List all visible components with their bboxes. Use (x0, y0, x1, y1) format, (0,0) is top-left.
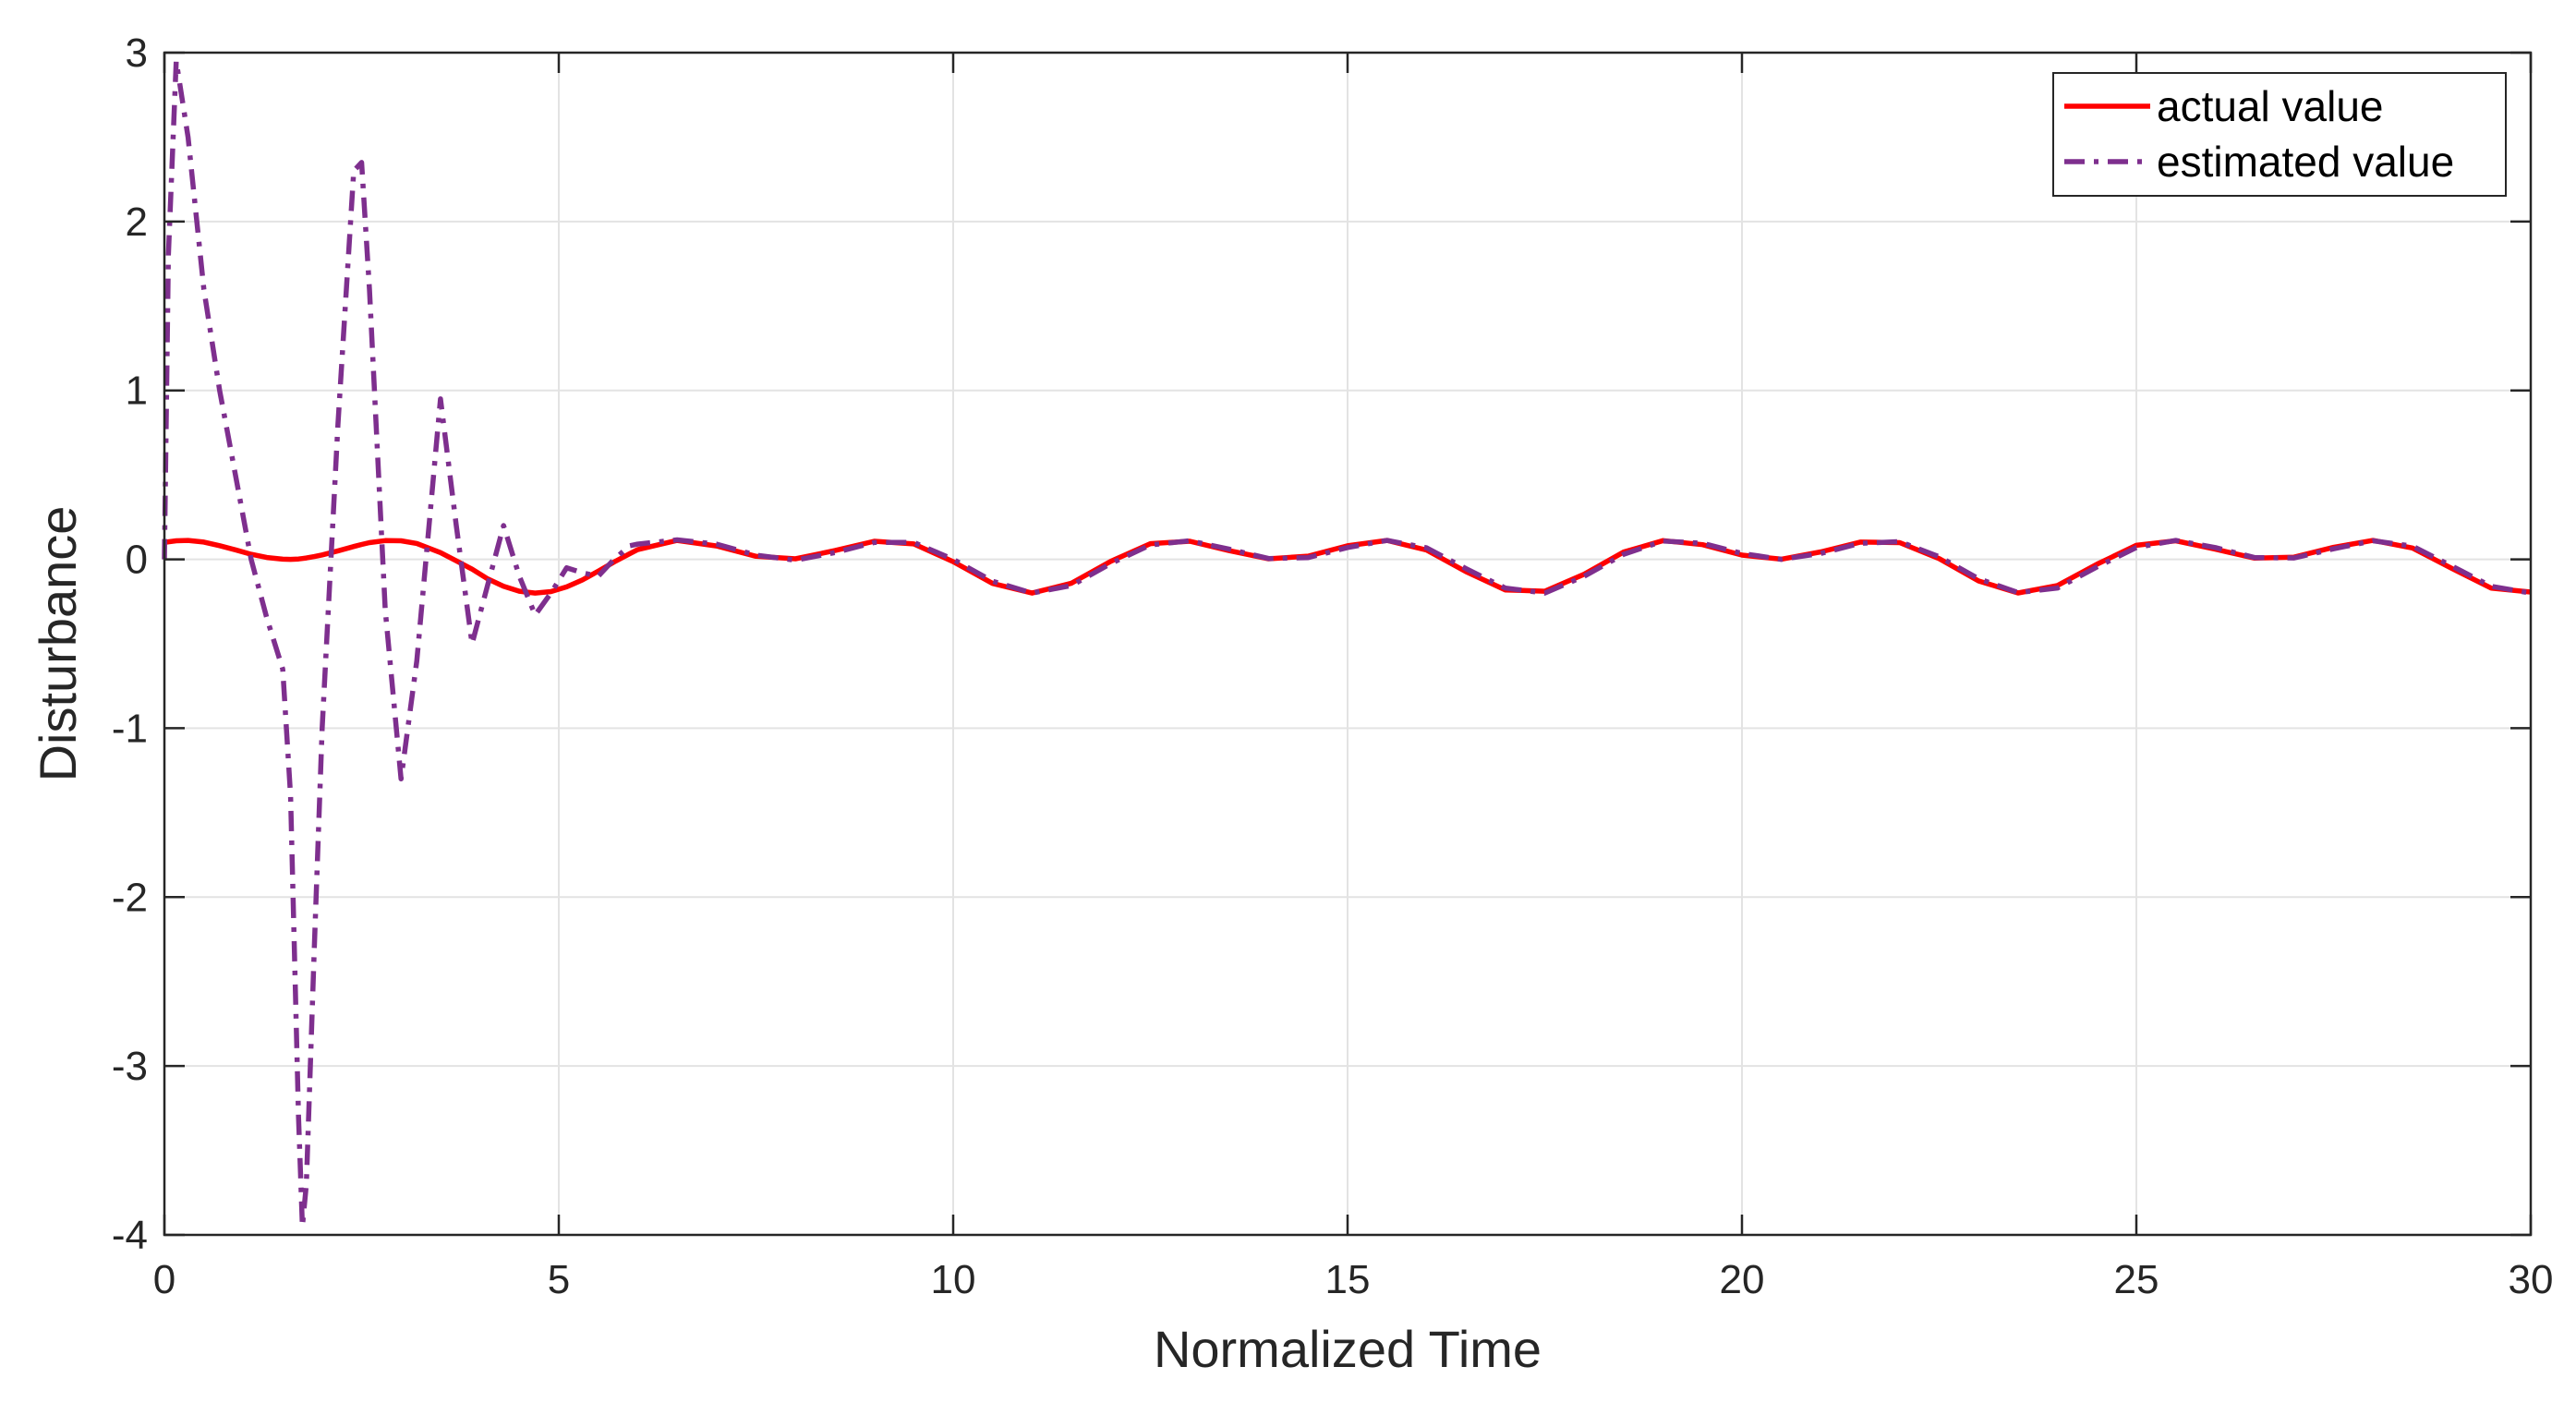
legend-label: estimated value (2157, 138, 2454, 186)
y-tick-label: 1 (126, 369, 148, 414)
legend-box (2052, 72, 2507, 197)
x-tick-label: 25 (2114, 1257, 2159, 1302)
x-tick-label: 15 (1325, 1257, 1371, 1302)
x-tick-label: 10 (931, 1257, 976, 1302)
x-tick-label: 0 (153, 1257, 175, 1302)
ticks: 0 5 10 15 20 25 30 -4 -3 -2 -1 0 1 2 3 (112, 30, 2554, 1302)
plot-lines (162, 58, 2532, 1229)
legend-label: actual value (2157, 82, 2384, 130)
y-tick-label: -1 (112, 706, 148, 751)
y-tick-label: 2 (126, 200, 148, 245)
grid (163, 52, 2532, 1236)
legend: actual value estimated value (2052, 72, 2507, 197)
series-line (162, 58, 2532, 1229)
y-tick-label: -2 (112, 875, 148, 920)
x-tick-label: 20 (1720, 1257, 1765, 1302)
x-tick-label: 30 (2509, 1257, 2554, 1302)
y-tick-label: 0 (126, 538, 148, 583)
x-axis-label: Normalized Time (1154, 1320, 1542, 1378)
y-axis-label: Disturbance (29, 506, 87, 782)
y-tick-label: 3 (126, 30, 148, 76)
y-tick-label: -4 (112, 1213, 148, 1258)
x-tick-label: 5 (548, 1257, 570, 1302)
y-tick-label: -3 (112, 1044, 148, 1089)
